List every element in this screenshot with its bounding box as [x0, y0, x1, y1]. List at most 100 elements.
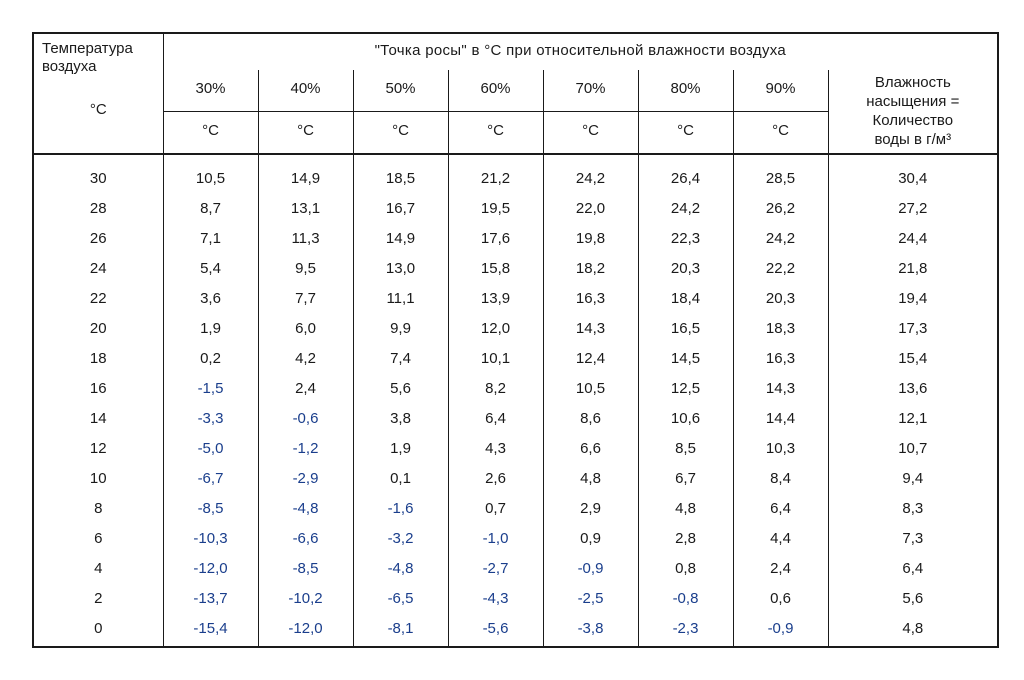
saturation-label-1: Влажность — [835, 74, 992, 93]
table-cell: 4,4 — [733, 523, 828, 553]
col-header-air-temp: Температура воздуха °C — [33, 33, 163, 155]
table-cell: 6,4 — [828, 553, 998, 583]
table-cell: 17,3 — [828, 313, 998, 343]
table-title: "Точка росы" в °C при относительной влаж… — [163, 33, 998, 71]
table-cell: -5,0 — [163, 433, 258, 463]
table-cell: -3,8 — [543, 613, 638, 647]
table-cell: 16,3 — [543, 283, 638, 313]
col-header-60: 60% — [448, 70, 543, 111]
table-cell: 20,3 — [733, 283, 828, 313]
table-row: 10-6,7-2,90,12,64,86,78,49,4 — [33, 463, 998, 493]
table-cell: 16,3 — [733, 343, 828, 373]
table-cell: 0,6 — [733, 583, 828, 613]
table-cell: 26,4 — [638, 154, 733, 193]
table-cell: 13,9 — [448, 283, 543, 313]
table-cell: 2,8 — [638, 523, 733, 553]
table-cell: 27,2 — [828, 193, 998, 223]
table-cell: -1,6 — [353, 493, 448, 523]
table-cell: -10,3 — [163, 523, 258, 553]
table-row: 16-1,52,45,68,210,512,514,313,6 — [33, 373, 998, 403]
table-cell: 10,7 — [828, 433, 998, 463]
table-cell: 28 — [33, 193, 163, 223]
table-cell: 8,6 — [543, 403, 638, 433]
table-cell: 14,9 — [353, 223, 448, 253]
table-cell: 5,4 — [163, 253, 258, 283]
table-cell: 30,4 — [828, 154, 998, 193]
table-cell: 8 — [33, 493, 163, 523]
table-cell: 19,4 — [828, 283, 998, 313]
table-cell: -1,5 — [163, 373, 258, 403]
table-cell: 24,2 — [638, 193, 733, 223]
table-cell: -4,3 — [448, 583, 543, 613]
table-cell: 6,4 — [733, 493, 828, 523]
saturation-label-3: Количество — [835, 112, 992, 131]
table-cell: 9,5 — [258, 253, 353, 283]
table-cell: 0,9 — [543, 523, 638, 553]
table-cell: 18,4 — [638, 283, 733, 313]
unit-40: °C — [258, 112, 353, 155]
table-row: 267,111,314,917,619,822,324,224,4 — [33, 223, 998, 253]
table-row: 0-15,4-12,0-8,1-5,6-3,8-2,3-0,94,8 — [33, 613, 998, 647]
table-cell: 2,4 — [258, 373, 353, 403]
table-cell: 4,2 — [258, 343, 353, 373]
table-cell: 19,8 — [543, 223, 638, 253]
table-cell: 17,6 — [448, 223, 543, 253]
table-cell: 18 — [33, 343, 163, 373]
table-cell: 11,1 — [353, 283, 448, 313]
unit-60: °C — [448, 112, 543, 155]
table-cell: 21,8 — [828, 253, 998, 283]
col-header-50: 50% — [353, 70, 448, 111]
table-cell: 7,4 — [353, 343, 448, 373]
table-cell: 0,1 — [353, 463, 448, 493]
table-cell: 6,6 — [543, 433, 638, 463]
table-cell: -6,7 — [163, 463, 258, 493]
table-cell: 6,7 — [638, 463, 733, 493]
table-cell: 22 — [33, 283, 163, 313]
table-cell: 0,2 — [163, 343, 258, 373]
table-cell: 13,1 — [258, 193, 353, 223]
table-cell: 6,4 — [448, 403, 543, 433]
table-cell: 13,6 — [828, 373, 998, 403]
table-row: 14-3,3-0,63,86,48,610,614,412,1 — [33, 403, 998, 433]
table-cell: 5,6 — [828, 583, 998, 613]
saturation-label-2: насыщения = — [835, 93, 992, 112]
table-cell: -8,1 — [353, 613, 448, 647]
air-temp-unit: °C — [42, 101, 155, 120]
table-cell: 9,4 — [828, 463, 998, 493]
table-cell: 14 — [33, 403, 163, 433]
table-row: 245,49,513,015,818,220,322,221,8 — [33, 253, 998, 283]
table-cell: -2,5 — [543, 583, 638, 613]
table-cell: -0,6 — [258, 403, 353, 433]
table-cell: 16,5 — [638, 313, 733, 343]
table-cell: 16,7 — [353, 193, 448, 223]
unit-30: °C — [163, 112, 258, 155]
table-row: 180,24,27,410,112,414,516,315,4 — [33, 343, 998, 373]
table-cell: 7,1 — [163, 223, 258, 253]
table-cell: -0,9 — [543, 553, 638, 583]
table-cell: 12 — [33, 433, 163, 463]
table-cell: 18,5 — [353, 154, 448, 193]
table-cell: 28,5 — [733, 154, 828, 193]
col-header-40: 40% — [258, 70, 353, 111]
table-cell: -13,7 — [163, 583, 258, 613]
unit-90: °C — [733, 112, 828, 155]
table-cell: -1,2 — [258, 433, 353, 463]
table-row: 2-13,7-10,2-6,5-4,3-2,5-0,80,65,6 — [33, 583, 998, 613]
table-cell: 10,3 — [733, 433, 828, 463]
table-cell: 14,4 — [733, 403, 828, 433]
table-cell: -15,4 — [163, 613, 258, 647]
table-cell: 26,2 — [733, 193, 828, 223]
table-cell: 3,6 — [163, 283, 258, 313]
col-header-70: 70% — [543, 70, 638, 111]
table-cell: -2,7 — [448, 553, 543, 583]
table-cell: 8,2 — [448, 373, 543, 403]
table-cell: 22,3 — [638, 223, 733, 253]
table-cell: 26 — [33, 223, 163, 253]
table-cell: 12,5 — [638, 373, 733, 403]
unit-50: °C — [353, 112, 448, 155]
table-row: 12-5,0-1,21,94,36,68,510,310,7 — [33, 433, 998, 463]
table-cell: 15,8 — [448, 253, 543, 283]
col-header-saturation: Влажность насыщения = Количество воды в … — [828, 70, 998, 154]
table-cell: 4,8 — [543, 463, 638, 493]
table-cell: 5,6 — [353, 373, 448, 403]
